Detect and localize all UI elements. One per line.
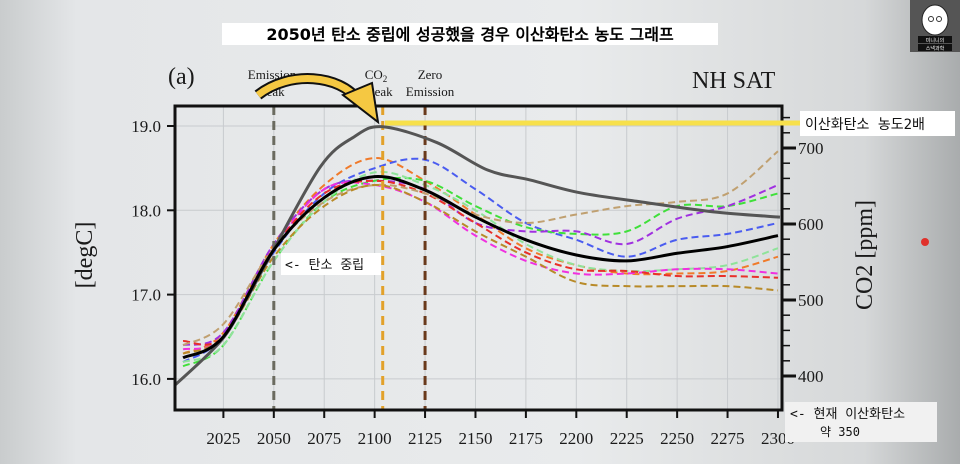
x-tick-label: 2100 — [358, 429, 392, 448]
ensemble-members — [182, 150, 779, 368]
recording-dot — [921, 238, 929, 246]
x-tick-label: 2050 — [257, 429, 291, 448]
x-tick-label: 2025 — [206, 429, 240, 448]
chart-title: NH SAT — [692, 68, 776, 94]
ensemble-member-line — [182, 157, 779, 355]
x-tick-label: 2250 — [660, 429, 694, 448]
panel-label: (a) — [168, 64, 195, 90]
marker-label-zero-emission-1: Zero — [418, 67, 443, 82]
x-tick-label: 2225 — [610, 429, 644, 448]
channel-logo: 미니니의 스낵과학 — [910, 0, 960, 52]
ensemble-member-line — [182, 170, 779, 363]
y-axis-label: [degC] — [72, 222, 98, 289]
y-tick-label: 19.0 — [131, 117, 161, 136]
x-tick-label: 2175 — [509, 429, 543, 448]
current-co2-box — [785, 402, 937, 442]
double-co2-box — [800, 111, 955, 136]
y-tick-label: 16.0 — [131, 370, 161, 389]
ensemble-member-line — [182, 157, 779, 363]
double-co2-label: 이산화탄소 농도2배 — [805, 117, 925, 133]
x-tick-label: 2200 — [559, 429, 593, 448]
current-co2-label-1: <- 현재 이산화탄소 — [790, 407, 905, 422]
y2-tick-label: 500 — [798, 291, 824, 310]
y2-axis-label: CO2 [ppm] — [852, 200, 878, 310]
marker-label-zero-emission-2: Emission — [406, 84, 455, 99]
x-tick-label: 2150 — [458, 429, 492, 448]
title-box — [222, 23, 718, 45]
y-tick-label: 18.0 — [131, 201, 161, 220]
x-tick-label: 2275 — [711, 429, 745, 448]
svg-text:스낵과학: 스낵과학 — [926, 45, 945, 52]
ensemble-member-line — [182, 184, 779, 355]
grid — [175, 106, 782, 410]
y-tick-label: 17.0 — [131, 286, 161, 305]
y2-tick-label: 600 — [798, 215, 824, 234]
svg-text:미니니의: 미니니의 — [926, 37, 944, 44]
y2-tick-label: 400 — [798, 367, 824, 386]
page-title: 2050년 탄소 중립에 성공했을 경우 이산화탄소 농도 그래프 — [266, 25, 674, 44]
x-tick-label: 2075 — [307, 429, 341, 448]
event-markers — [272, 106, 427, 410]
arrow-icon — [254, 73, 380, 125]
axis-ticks: 2025 2050 2075 2100 2125 2150 2175 2200 2225 2250… — [131, 116, 824, 448]
carbon-neutral-label: <- 탄소 중립 — [285, 258, 364, 273]
y2-tick-label: 700 — [798, 139, 824, 158]
current-co2-label-2: 약 350 — [820, 424, 860, 439]
carbon-neutral-box — [281, 253, 381, 275]
x-tick-label: 2125 — [408, 429, 442, 448]
plot-frame — [173, 104, 784, 412]
temperature-mean-line — [182, 175, 779, 360]
ensemble-member-line — [182, 150, 779, 347]
marker-label-co2-peak-1: CO2 — [365, 67, 388, 84]
ensemble-member-line — [182, 176, 779, 368]
